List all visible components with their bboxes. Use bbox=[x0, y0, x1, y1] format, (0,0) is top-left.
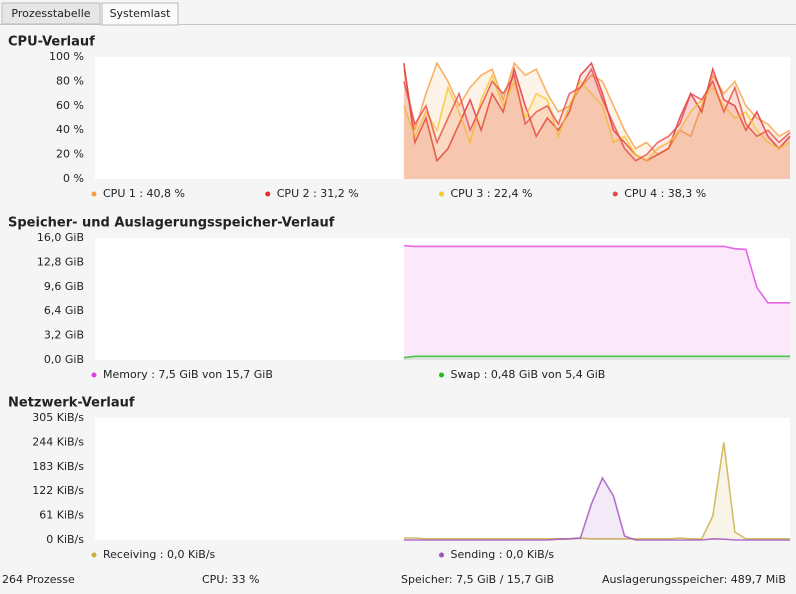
series-line bbox=[403, 67, 791, 162]
series-area bbox=[403, 356, 790, 360]
series-line bbox=[403, 442, 790, 540]
y-tick-label: 80 % bbox=[56, 74, 84, 87]
series-area bbox=[403, 63, 790, 179]
series-area bbox=[403, 478, 790, 540]
y-tick-label: 61 KiB/s bbox=[39, 509, 84, 522]
legend-dot bbox=[439, 372, 444, 378]
series-line bbox=[403, 355, 790, 359]
y-tick-label: 100 % bbox=[49, 50, 84, 63]
y-tick-label: 183 KiB/s bbox=[32, 460, 84, 473]
legend-label: CPU 4 : 38,3 % bbox=[624, 187, 706, 200]
plot-area bbox=[95, 418, 790, 540]
legend-dot bbox=[439, 191, 444, 197]
tab-divider bbox=[0, 24, 796, 25]
tab[interactable] bbox=[1, 2, 101, 25]
y-tick-label: 60 % bbox=[56, 99, 84, 112]
plot-area bbox=[95, 238, 790, 360]
y-tick-label: 0,0 GiB bbox=[44, 353, 84, 366]
legend-label: Sending : 0,0 KiB/s bbox=[451, 548, 555, 561]
plot-area bbox=[95, 57, 790, 179]
y-tick-label: 305 KiB/s bbox=[32, 411, 84, 424]
series-line bbox=[403, 61, 791, 163]
status-text: Speicher: 7,5 GiB / 15,7 GiB bbox=[401, 573, 554, 586]
tab-label[interactable]: Prozesstabelle bbox=[11, 7, 90, 20]
y-tick-label: 3,2 GiB bbox=[44, 329, 84, 342]
legend-dot bbox=[91, 552, 97, 558]
chart-title: CPU-Verlauf bbox=[8, 35, 95, 50]
legend-label: CPU 1 : 40,8 % bbox=[103, 187, 185, 200]
status-text: Auslagerungsspeicher: 489,7 MiB bbox=[602, 573, 786, 586]
legend-dot bbox=[612, 191, 618, 197]
status-text: CPU: 33 % bbox=[202, 573, 260, 586]
tab-active[interactable] bbox=[101, 2, 179, 26]
legend-label: CPU 2 : 31,2 % bbox=[277, 187, 359, 200]
series-line bbox=[403, 476, 790, 541]
legend-dot bbox=[439, 552, 444, 558]
y-tick-label: 12,8 GiB bbox=[37, 255, 84, 268]
chart-title: Netzwerk-Verlauf bbox=[8, 396, 135, 411]
legend-dot bbox=[91, 372, 97, 378]
series-line bbox=[403, 244, 790, 304]
y-tick-label: 0 % bbox=[63, 172, 84, 185]
series-area bbox=[403, 75, 790, 179]
y-tick-label: 6,4 GiB bbox=[44, 304, 84, 317]
legend-dot bbox=[91, 191, 97, 197]
tab-label[interactable]: Systemlast bbox=[110, 7, 172, 20]
status-text: 264 Prozesse bbox=[2, 573, 75, 586]
y-tick-label: 0 KiB/s bbox=[46, 533, 84, 546]
y-tick-label: 122 KiB/s bbox=[32, 484, 84, 497]
y-tick-label: 244 KiB/s bbox=[32, 435, 84, 448]
legend-label: Receiving : 0,0 KiB/s bbox=[103, 548, 216, 561]
legend-dot bbox=[265, 191, 271, 197]
series-area bbox=[403, 69, 790, 179]
series-area bbox=[403, 245, 790, 360]
legend-label: CPU 3 : 22,4 % bbox=[451, 187, 533, 200]
y-tick-label: 9,6 GiB bbox=[44, 280, 84, 293]
chart-title: Speicher- und Auslagerungsspeicher-Verla… bbox=[8, 216, 335, 231]
y-tick-label: 20 % bbox=[56, 148, 84, 161]
y-tick-label: 40 % bbox=[56, 123, 84, 136]
y-tick-label: 16,0 GiB bbox=[37, 231, 84, 244]
legend-label: Memory : 7,5 GiB von 15,7 GiB bbox=[103, 368, 273, 381]
legend-label: Swap : 0,48 GiB von 5,4 GiB bbox=[451, 368, 606, 381]
